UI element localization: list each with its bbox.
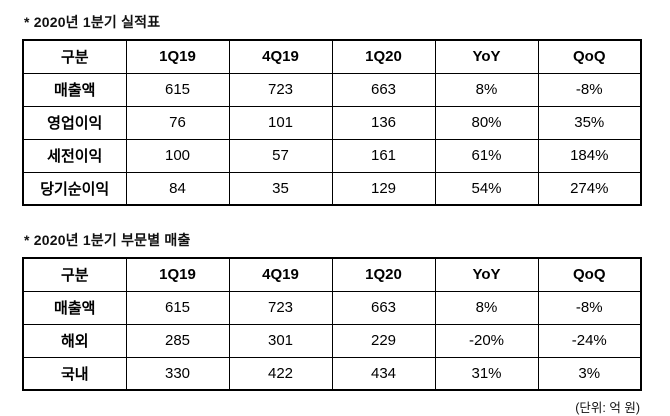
table-cell: 129 <box>331 171 436 206</box>
table-row: 매출액 615 723 663 8% -8% <box>22 290 642 325</box>
table-cell: 330 <box>125 356 230 391</box>
table-cell: 84 <box>125 171 230 206</box>
table-header-row: 구분 1Q19 4Q19 1Q20 YoY QoQ <box>22 257 642 292</box>
table-row: 영업이익 76 101 136 80% 35% <box>22 105 642 140</box>
table-cell: 8% <box>434 290 539 325</box>
segment-table-title: * 2020년 1분기 부문별 매출 <box>24 232 191 248</box>
performance-table-title: * 2020년 1분기 실적표 <box>24 14 161 30</box>
row-label: 매출액 <box>22 72 127 107</box>
row-label: 세전이익 <box>22 138 127 173</box>
table-row: 매출액 615 723 663 8% -8% <box>22 72 642 107</box>
table-cell: -8% <box>537 290 642 325</box>
row-label: 매출액 <box>22 290 127 325</box>
table-header-cell: YoY <box>434 39 539 74</box>
table-cell: 723 <box>228 290 333 325</box>
table-cell: 161 <box>331 138 436 173</box>
row-label: 영업이익 <box>22 105 127 140</box>
performance-table: 구분 1Q19 4Q19 1Q20 YoY QoQ 매출액 615 723 66… <box>22 39 642 206</box>
table-cell: 3% <box>537 356 642 391</box>
table-cell: 615 <box>125 72 230 107</box>
row-label: 당기순이익 <box>22 171 127 206</box>
table-cell: 76 <box>125 105 230 140</box>
table-header-cell: QoQ <box>537 257 642 292</box>
row-label: 해외 <box>22 323 127 358</box>
table-header-cell: QoQ <box>537 39 642 74</box>
table-cell: -20% <box>434 323 539 358</box>
table-cell: 274% <box>537 171 642 206</box>
table-header-cell: YoY <box>434 257 539 292</box>
table-cell: 285 <box>125 323 230 358</box>
table-cell: 61% <box>434 138 539 173</box>
table-cell: 54% <box>434 171 539 206</box>
table-cell: 100 <box>125 138 230 173</box>
table-cell: 136 <box>331 105 436 140</box>
table-header-cell: 1Q20 <box>331 39 436 74</box>
table-cell: 184% <box>537 138 642 173</box>
table-header-cell: 1Q20 <box>331 257 436 292</box>
table-row: 국내 330 422 434 31% 3% <box>22 356 642 391</box>
table-cell: 229 <box>331 323 436 358</box>
table-cell: 35% <box>537 105 642 140</box>
table-row: 당기순이익 84 35 129 54% 274% <box>22 171 642 206</box>
table-cell: 663 <box>331 290 436 325</box>
row-label: 국내 <box>22 356 127 391</box>
table-cell: 723 <box>228 72 333 107</box>
page: * 2020년 1분기 실적표 구분 1Q19 4Q19 1Q20 YoY Qo… <box>22 14 642 415</box>
table-cell: 31% <box>434 356 539 391</box>
table-cell: 422 <box>228 356 333 391</box>
table-cell: 80% <box>434 105 539 140</box>
table-cell: 57 <box>228 138 333 173</box>
table-cell: 615 <box>125 290 230 325</box>
table-header-cell: 4Q19 <box>228 39 333 74</box>
table-header-cell: 1Q19 <box>125 257 230 292</box>
table-row: 세전이익 100 57 161 61% 184% <box>22 138 642 173</box>
table-row: 해외 285 301 229 -20% -24% <box>22 323 642 358</box>
table-cell: -8% <box>537 72 642 107</box>
table-cell: 301 <box>228 323 333 358</box>
table-header-cell: 4Q19 <box>228 257 333 292</box>
table-header-row: 구분 1Q19 4Q19 1Q20 YoY QoQ <box>22 39 642 74</box>
table-cell: 35 <box>228 171 333 206</box>
table-cell: 101 <box>228 105 333 140</box>
table-cell: 434 <box>331 356 436 391</box>
table-cell: -24% <box>537 323 642 358</box>
table-header-cell: 구분 <box>22 257 127 292</box>
table-header-cell: 1Q19 <box>125 39 230 74</box>
segment-table: 구분 1Q19 4Q19 1Q20 YoY QoQ 매출액 615 723 66… <box>22 257 642 391</box>
table-header-cell: 구분 <box>22 39 127 74</box>
table-cell: 8% <box>434 72 539 107</box>
table-cell: 663 <box>331 72 436 107</box>
